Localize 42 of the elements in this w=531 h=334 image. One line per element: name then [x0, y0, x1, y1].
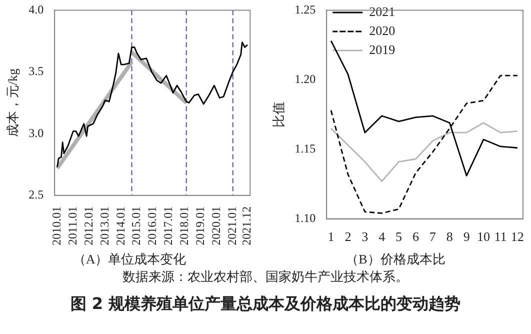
x-tick-label: 8 [446, 229, 453, 244]
x-tick-label: 2014.01 [113, 206, 128, 246]
x-tick-label: 4 [378, 229, 386, 244]
x-tick-label: 2015.01 [129, 206, 144, 246]
y-tick-label: 4.0 [28, 2, 44, 16]
y-tick-label: 3.0 [28, 126, 44, 140]
x-tick-label: 2011.01 [65, 206, 80, 245]
x-tick-label: 5 [396, 229, 402, 244]
y-tick-label: 1.10 [294, 210, 316, 225]
legend-label: 2019 [369, 42, 396, 57]
x-tick-label: 2019.01 [193, 206, 208, 246]
x-tick-label: 10 [477, 229, 490, 244]
x-tick-label: 11 [494, 229, 507, 244]
text: （A）单位成本变化 [72, 252, 186, 267]
x-tick-label: 2010.01 [49, 206, 64, 246]
x-tick-label: 2012.01 [81, 206, 96, 246]
x-tick-label: 6 [412, 229, 420, 244]
x-tick-label: 9 [463, 229, 470, 244]
x-tick-label: 2013.01 [97, 206, 112, 246]
y-tick-label: 1.15 [294, 141, 316, 156]
x-tick-label: 2016.01 [145, 206, 160, 246]
x-tick-label: 3 [362, 229, 368, 244]
y-axis-title: 成本，元/kg [5, 68, 20, 138]
x-tick-label: 7 [429, 229, 436, 244]
x-tick-label: 2018.01 [177, 206, 192, 246]
text: （B）价格成本比 [346, 252, 446, 267]
x-tick-label: 2017.01 [161, 206, 176, 246]
x-tick-label: 1 [328, 229, 334, 244]
source-note: 数据来源：农业农村部、国家奶牛产业技术体系。 [122, 268, 410, 286]
x-tick-label: 2 [344, 229, 352, 244]
x-tick-label: 12 [510, 229, 524, 244]
legend-label: 2020 [369, 22, 396, 38]
caption: 图 2 规模养殖单位产量总成本及价格成本比的变动趋势 [69, 294, 462, 315]
y-tick-label: 2.5 [28, 188, 44, 202]
x-tick-label: 2020.01 [209, 206, 224, 246]
legend-label: 2021 [369, 4, 396, 19]
x-tick-label: 2021.12 [240, 206, 254, 246]
y-tick-label: 1.20 [294, 72, 316, 86]
y-axis-title: 比值 [271, 102, 286, 128]
x-tick-label: 2021.01 [225, 206, 240, 246]
y-tick-label: 1.25 [294, 2, 316, 16]
y-tick-label: 3.5 [28, 64, 44, 78]
